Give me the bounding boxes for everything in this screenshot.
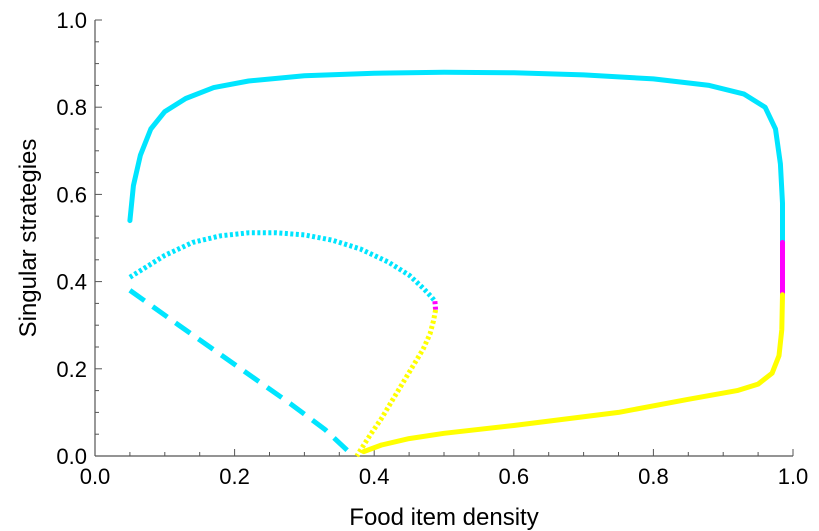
x-tick-label: 0.8	[638, 464, 669, 489]
y-tick-label: 0.2	[56, 357, 87, 382]
y-tick-label: 0.8	[56, 95, 87, 120]
y-tick-label: 0.6	[56, 182, 87, 207]
series-dotted-yellow-line	[354, 309, 439, 458]
x-tick-label: 0.4	[359, 464, 390, 489]
axes	[94, 19, 794, 457]
x-axis-label: Food item density	[349, 504, 538, 531]
tick-labels: 0.0 0.2 0.4 0.6 0.8 1.0 0.0 0.2 0.4 0.6 0.8 1.0	[56, 8, 808, 489]
y-tick-label: 0.0	[56, 444, 87, 469]
x-tick-label: 0.0	[80, 464, 111, 489]
series-dotted-cyan-line	[128, 230, 437, 303]
x-tick-label: 1.0	[778, 464, 809, 489]
y-tick-label: 1.0	[56, 8, 87, 33]
series-solid-yellow-line	[361, 292, 785, 455]
series-dotted-magenta-line	[432, 300, 439, 311]
series-layer	[127, 69, 785, 458]
series-solid-cyan-line	[127, 69, 785, 245]
series-dashed-cyan-line	[128, 288, 356, 458]
y-tick-label: 0.4	[56, 270, 87, 295]
x-tick-label: 0.6	[499, 464, 530, 489]
x-tick-label: 0.2	[219, 464, 250, 489]
y-axis-label: Singular strategies	[15, 139, 42, 338]
